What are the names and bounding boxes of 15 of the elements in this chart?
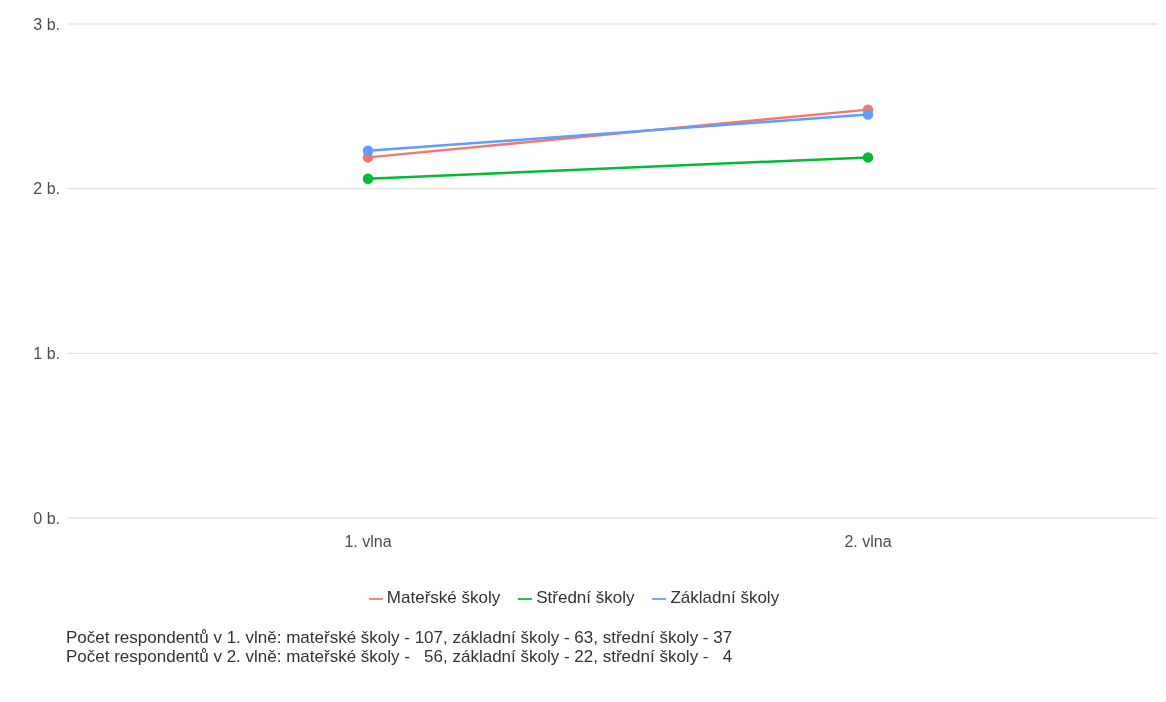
text: Počet respondentů v 2. vlně: mateřské školy - 56, základní školy - 22, střední školy - 4 xyxy=(66,647,734,666)
point xyxy=(362,145,374,157)
y-tick-label: 2 b. xyxy=(33,180,60,198)
point xyxy=(862,152,874,163)
legend-label: Mateřské školy xyxy=(386,588,501,607)
y-tick-label: 1 b. xyxy=(33,345,60,363)
y-tick-label: 3 b. xyxy=(33,15,60,33)
y-tick-label: 0 b. xyxy=(33,509,60,527)
point xyxy=(362,173,374,185)
text: Počet respondentů v 1. vlně: mateřské školy - 107, základní školy - 63, střední školy - 37 xyxy=(66,628,734,647)
legend-label: Základní školy xyxy=(670,588,780,607)
x-tick-label: 1. vlna xyxy=(344,533,392,551)
x-tick-label: 2. vlna xyxy=(844,533,892,551)
point xyxy=(862,109,874,120)
legend-label: Střední školy xyxy=(536,588,635,607)
